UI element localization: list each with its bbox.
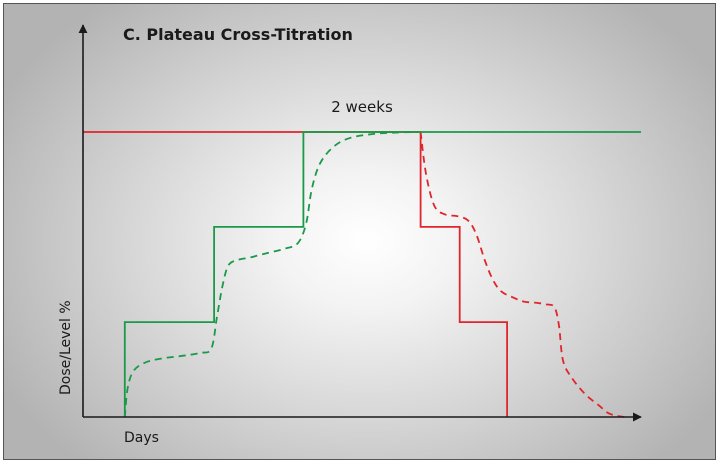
annotation-label: 2 weeks <box>331 98 393 116</box>
series-new-drug-level <box>123 131 418 418</box>
series-layer <box>83 131 641 418</box>
series-old-drug-level <box>419 131 625 418</box>
chart-frame <box>3 3 716 460</box>
y-axis-label: Dose/Level % <box>58 300 74 395</box>
x-axis-label: Days <box>124 430 159 446</box>
series-new-drug-dose <box>123 131 641 417</box>
series-old-drug-dose <box>83 131 508 417</box>
chart-title: C. Plateau Cross-Titration <box>123 25 353 44</box>
